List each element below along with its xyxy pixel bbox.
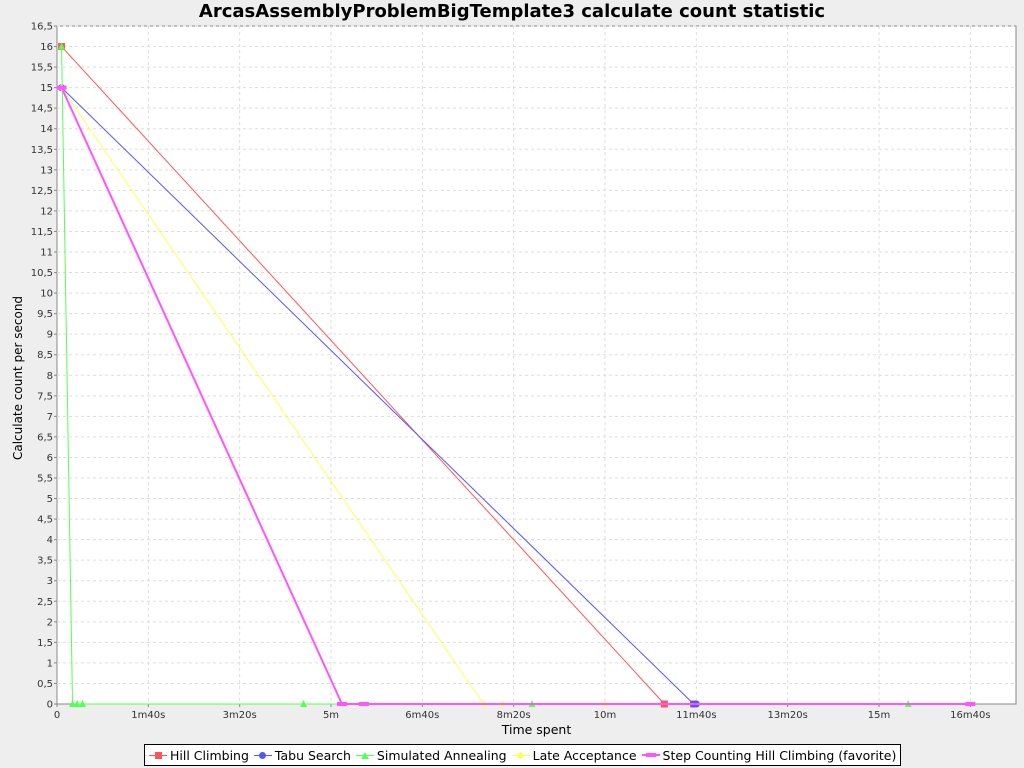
data-point xyxy=(56,85,67,90)
x-tick-label: 15m xyxy=(868,710,890,721)
data-point xyxy=(73,700,81,707)
legend-item: Late Acceptance xyxy=(511,747,637,763)
x-tick-label: 3m20s xyxy=(223,710,257,721)
x-tick-label: 1m40s xyxy=(131,710,165,721)
y-tick-label: 14 xyxy=(40,124,53,135)
legend-item: Tabu Search xyxy=(253,747,351,763)
y-tick-label: 2,5 xyxy=(37,597,53,608)
y-tick-label: 13 xyxy=(40,165,53,176)
legend-label: Late Acceptance xyxy=(532,747,637,763)
y-tick-label: 9,5 xyxy=(37,309,53,320)
y-tick-label: 1,5 xyxy=(37,638,53,649)
x-tick-label: 0 xyxy=(54,710,60,721)
y-axis: 00,511,522,533,544,555,566,577,588,599,5… xyxy=(31,22,57,711)
data-point xyxy=(358,702,369,706)
x-tick-label: 8m20s xyxy=(497,710,531,721)
y-tick-label: 7,5 xyxy=(37,391,53,402)
legend-label: Tabu Search xyxy=(274,747,351,763)
x-tick-label: 5m xyxy=(323,710,339,721)
legend-label: Step Counting Hill Climbing (favorite) xyxy=(662,747,897,763)
y-tick-label: 3,5 xyxy=(37,556,53,567)
legend-swatch xyxy=(511,750,530,760)
y-axis-label: Calculate count per second xyxy=(11,296,25,460)
chart-title: ArcasAssemblyProblemBigTemplate3 calcula… xyxy=(198,1,826,22)
y-tick-label: 14,5 xyxy=(31,104,53,115)
x-tick-label: 16m40s xyxy=(950,710,990,721)
y-tick-label: 9 xyxy=(47,330,53,341)
series-group xyxy=(56,42,976,708)
y-tick-label: 0 xyxy=(47,700,53,711)
y-tick-label: 8,5 xyxy=(37,350,53,361)
y-tick-label: 16,5 xyxy=(31,22,53,33)
y-tick-label: 3 xyxy=(47,576,53,587)
y-tick-label: 11 xyxy=(40,248,53,259)
x-tick-label: 13m20s xyxy=(767,710,807,721)
y-tick-label: 8 xyxy=(47,371,53,382)
data-point xyxy=(69,700,77,707)
chart-area: 00,511,522,533,544,555,566,577,588,599,5… xyxy=(11,22,1017,737)
data-point xyxy=(965,702,976,706)
data-point xyxy=(336,702,347,706)
grid-lines xyxy=(57,25,1016,704)
legend: Hill Climbing Tabu Search Simulated Anneal… xyxy=(144,744,902,766)
y-tick-label: 7 xyxy=(47,412,53,423)
x-tick-label: 11m40s xyxy=(676,710,716,721)
y-tick-label: 16 xyxy=(40,42,53,53)
data-point xyxy=(58,42,66,50)
data-point xyxy=(79,700,87,707)
legend-swatch xyxy=(253,750,272,760)
legend-swatch xyxy=(149,750,167,760)
legend-swatch xyxy=(641,750,660,760)
y-tick-label: 0,5 xyxy=(37,679,53,690)
y-tick-label: 10 xyxy=(40,289,53,300)
x-axis: 0 1m40s 3m20s 5m 6m40s 8m20s 10m 11m40s 13m20s 15… xyxy=(54,704,991,721)
y-tick-label: 6,5 xyxy=(37,432,53,443)
y-tick-label: 15,5 xyxy=(31,63,53,74)
legend-item: Simulated Annealing xyxy=(355,747,507,763)
legend-label: Hill Climbing xyxy=(170,747,249,763)
y-tick-label: 4,5 xyxy=(37,515,53,526)
y-tick-label: 12,5 xyxy=(31,186,53,197)
x-tick-label: 10m xyxy=(594,710,616,721)
y-tick-label: 4 xyxy=(47,535,53,546)
y-tick-label: 13,5 xyxy=(31,145,53,156)
y-tick-label: 12 xyxy=(40,206,53,217)
y-tick-label: 2 xyxy=(47,617,53,628)
y-tick-label: 15 xyxy=(40,83,53,94)
series-line xyxy=(60,87,971,705)
data-point xyxy=(300,700,308,707)
legend-label: Simulated Annealing xyxy=(376,747,507,763)
plot-background xyxy=(56,25,1017,705)
y-tick-label: 5,5 xyxy=(37,474,53,485)
y-tick-label: 11,5 xyxy=(31,227,53,238)
y-tick-label: 1 xyxy=(47,658,53,669)
legend-item: Hill Climbing xyxy=(149,748,249,763)
x-axis-label: Time spent xyxy=(501,722,572,737)
y-tick-label: 6 xyxy=(47,453,53,464)
legend-swatch xyxy=(355,750,374,760)
legend-item: Step Counting Hill Climbing (favorite) xyxy=(641,747,897,763)
y-tick-label: 10,5 xyxy=(31,268,53,279)
y-tick-label: 5 xyxy=(47,494,53,505)
x-tick-label: 6m40s xyxy=(405,710,439,721)
series-4 xyxy=(56,85,976,706)
